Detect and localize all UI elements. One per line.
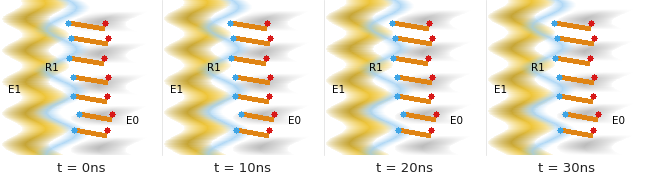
Text: E1: E1: [332, 85, 345, 95]
Text: E0: E0: [288, 116, 301, 126]
Text: E1: E1: [8, 85, 21, 95]
Text: R1: R1: [207, 63, 221, 73]
Text: t = 10ns: t = 10ns: [214, 162, 272, 175]
Text: E0: E0: [126, 116, 139, 126]
Text: t = 20ns: t = 20ns: [376, 162, 434, 175]
Text: t = 0ns: t = 0ns: [57, 162, 105, 175]
Text: R1: R1: [45, 63, 59, 73]
Text: E1: E1: [494, 85, 507, 95]
Text: R1: R1: [531, 63, 545, 73]
Text: t = 30ns: t = 30ns: [538, 162, 596, 175]
Text: R1: R1: [369, 63, 383, 73]
Text: E1: E1: [170, 85, 183, 95]
Text: E0: E0: [450, 116, 463, 126]
Text: E0: E0: [612, 116, 625, 126]
